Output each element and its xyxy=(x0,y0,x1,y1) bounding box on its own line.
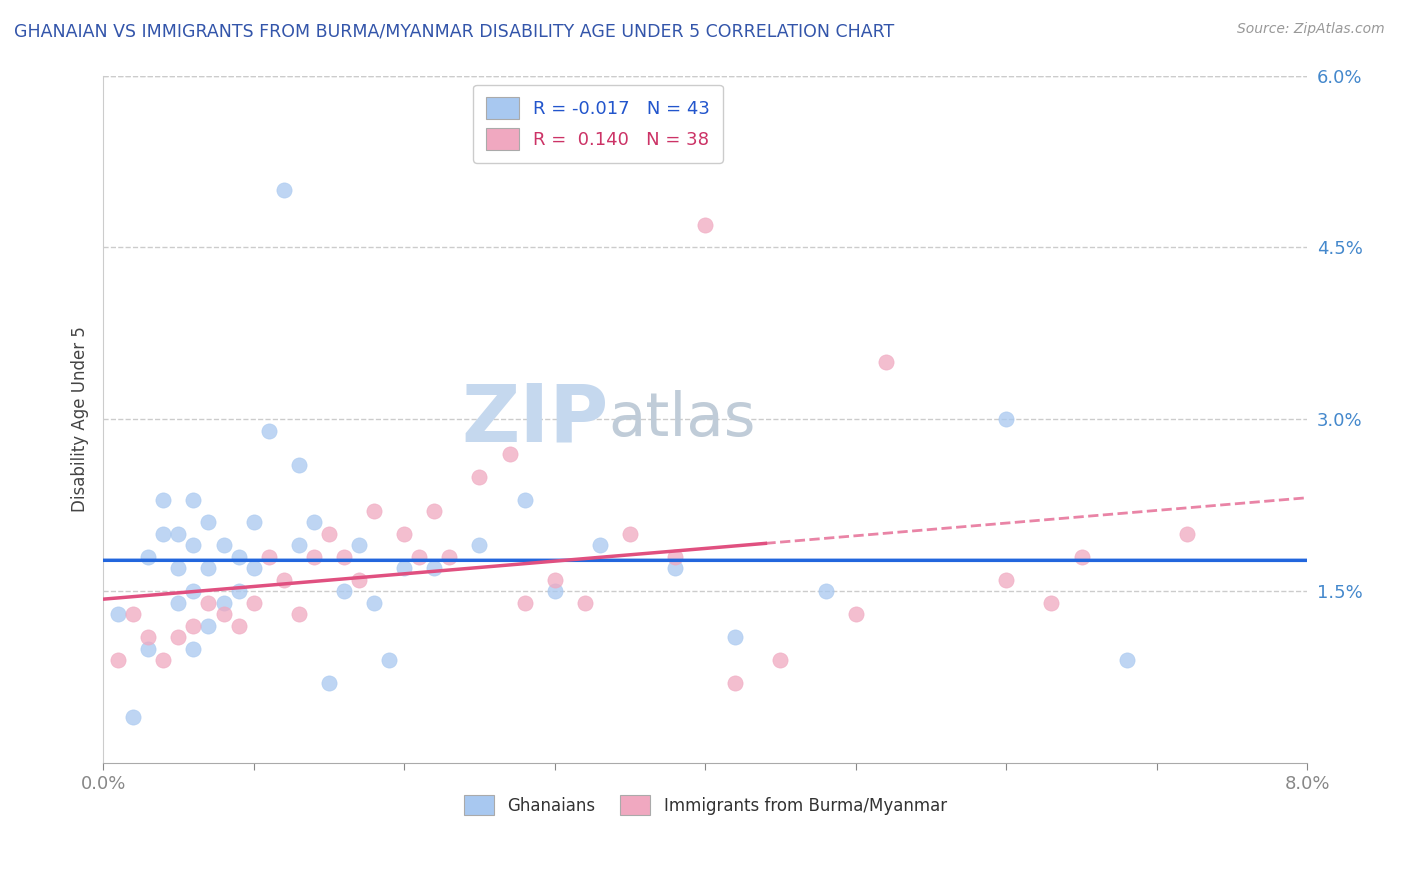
Point xyxy=(423,504,446,518)
Point xyxy=(197,596,219,610)
Point xyxy=(408,549,430,564)
Point xyxy=(1175,527,1198,541)
Point xyxy=(136,630,159,644)
Point xyxy=(347,573,370,587)
Point xyxy=(333,584,356,599)
Point xyxy=(152,492,174,507)
Point xyxy=(183,492,205,507)
Point xyxy=(769,653,792,667)
Point xyxy=(288,607,311,622)
Point xyxy=(167,561,190,575)
Point xyxy=(212,607,235,622)
Point xyxy=(228,584,250,599)
Point xyxy=(664,561,686,575)
Point xyxy=(1070,549,1092,564)
Point xyxy=(378,653,401,667)
Point xyxy=(197,561,219,575)
Point xyxy=(468,538,491,552)
Point xyxy=(136,641,159,656)
Point xyxy=(167,630,190,644)
Point xyxy=(197,516,219,530)
Point xyxy=(152,527,174,541)
Point xyxy=(875,355,897,369)
Point xyxy=(288,538,311,552)
Point xyxy=(392,527,415,541)
Point xyxy=(995,412,1018,426)
Y-axis label: Disability Age Under 5: Disability Age Under 5 xyxy=(72,326,89,512)
Point xyxy=(212,538,235,552)
Point xyxy=(257,549,280,564)
Point xyxy=(513,596,536,610)
Point xyxy=(302,549,325,564)
Point xyxy=(136,549,159,564)
Text: Source: ZipAtlas.com: Source: ZipAtlas.com xyxy=(1237,22,1385,37)
Point xyxy=(363,596,385,610)
Point xyxy=(242,561,264,575)
Point xyxy=(257,424,280,438)
Point xyxy=(845,607,868,622)
Point xyxy=(197,618,219,632)
Point xyxy=(664,549,686,564)
Point xyxy=(347,538,370,552)
Point xyxy=(122,607,145,622)
Point xyxy=(574,596,596,610)
Point xyxy=(995,573,1018,587)
Point xyxy=(183,584,205,599)
Legend: Ghanaians, Immigrants from Burma/Myanmar: Ghanaians, Immigrants from Burma/Myanmar xyxy=(456,787,955,823)
Point xyxy=(363,504,385,518)
Point xyxy=(318,676,340,690)
Point xyxy=(1040,596,1063,610)
Point xyxy=(228,618,250,632)
Point xyxy=(288,458,311,472)
Point xyxy=(183,641,205,656)
Point xyxy=(183,538,205,552)
Point xyxy=(695,218,717,232)
Point xyxy=(167,596,190,610)
Point xyxy=(814,584,837,599)
Point xyxy=(152,653,174,667)
Point xyxy=(302,516,325,530)
Point xyxy=(468,469,491,483)
Point xyxy=(1115,653,1137,667)
Point xyxy=(498,447,520,461)
Point xyxy=(724,676,747,690)
Point xyxy=(122,710,145,724)
Point xyxy=(318,527,340,541)
Point xyxy=(273,183,295,197)
Point xyxy=(439,549,461,564)
Text: ZIP: ZIP xyxy=(461,380,609,458)
Point xyxy=(724,630,747,644)
Point xyxy=(107,607,129,622)
Point xyxy=(107,653,129,667)
Point xyxy=(423,561,446,575)
Point xyxy=(183,618,205,632)
Point xyxy=(392,561,415,575)
Point xyxy=(333,549,356,564)
Point xyxy=(242,596,264,610)
Point xyxy=(544,573,567,587)
Point xyxy=(167,527,190,541)
Point xyxy=(273,573,295,587)
Text: GHANAIAN VS IMMIGRANTS FROM BURMA/MYANMAR DISABILITY AGE UNDER 5 CORRELATION CHA: GHANAIAN VS IMMIGRANTS FROM BURMA/MYANMA… xyxy=(14,22,894,40)
Point xyxy=(619,527,641,541)
Point xyxy=(228,549,250,564)
Point xyxy=(544,584,567,599)
Point xyxy=(242,516,264,530)
Point xyxy=(212,596,235,610)
Text: atlas: atlas xyxy=(609,390,756,449)
Point xyxy=(513,492,536,507)
Point xyxy=(589,538,612,552)
